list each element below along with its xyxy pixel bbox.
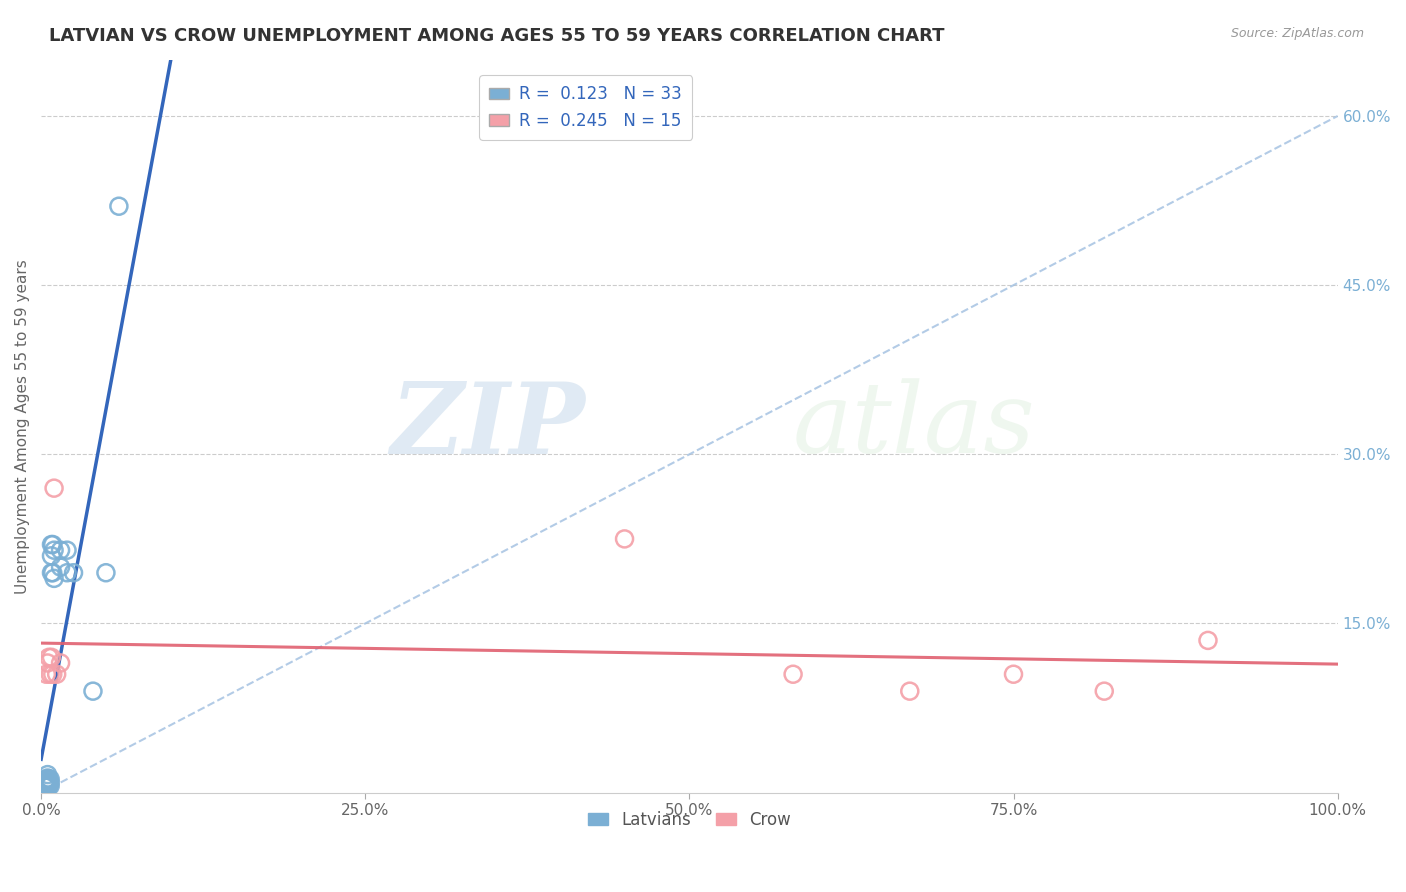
Point <box>898 684 921 698</box>
Point <box>45 667 67 681</box>
Point <box>37 656 59 670</box>
Point <box>1197 633 1219 648</box>
Point <box>39 667 62 681</box>
Point <box>37 767 59 781</box>
Point <box>782 667 804 681</box>
Point <box>38 772 60 786</box>
Point <box>108 199 131 213</box>
Point <box>38 779 60 793</box>
Point <box>41 537 63 551</box>
Point <box>35 667 58 681</box>
Y-axis label: Unemployment Among Ages 55 to 59 years: Unemployment Among Ages 55 to 59 years <box>15 259 30 593</box>
Text: LATVIAN VS CROW UNEMPLOYMENT AMONG AGES 55 TO 59 YEARS CORRELATION CHART: LATVIAN VS CROW UNEMPLOYMENT AMONG AGES … <box>49 27 945 45</box>
Point <box>39 772 62 786</box>
Point <box>37 777 59 791</box>
Point <box>42 537 65 551</box>
Point <box>34 774 56 789</box>
Text: ZIP: ZIP <box>391 378 586 475</box>
Point <box>1002 667 1025 681</box>
Point <box>42 571 65 585</box>
Point <box>56 566 79 580</box>
Point <box>34 780 56 794</box>
Point <box>49 560 72 574</box>
Point <box>82 684 104 698</box>
Point <box>35 772 58 786</box>
Point <box>49 543 72 558</box>
Point <box>1092 684 1115 698</box>
Point <box>94 566 117 580</box>
Point <box>35 775 58 789</box>
Point <box>37 774 59 789</box>
Point <box>37 780 59 794</box>
Text: Source: ZipAtlas.com: Source: ZipAtlas.com <box>1230 27 1364 40</box>
Point <box>35 778 58 792</box>
Point <box>39 775 62 789</box>
Point <box>42 667 65 681</box>
Text: atlas: atlas <box>793 378 1036 474</box>
Point <box>42 481 65 495</box>
Legend: Latvians, Crow: Latvians, Crow <box>581 805 797 836</box>
Point <box>41 549 63 563</box>
Point <box>37 771 59 785</box>
Point <box>613 532 636 546</box>
Point <box>41 566 63 580</box>
Point <box>38 650 60 665</box>
Point <box>42 566 65 580</box>
Point <box>49 656 72 670</box>
Point <box>62 566 84 580</box>
Point <box>35 780 58 794</box>
Point <box>34 777 56 791</box>
Point <box>38 775 60 789</box>
Point <box>41 650 63 665</box>
Point <box>56 543 79 558</box>
Point <box>42 543 65 558</box>
Point <box>39 779 62 793</box>
